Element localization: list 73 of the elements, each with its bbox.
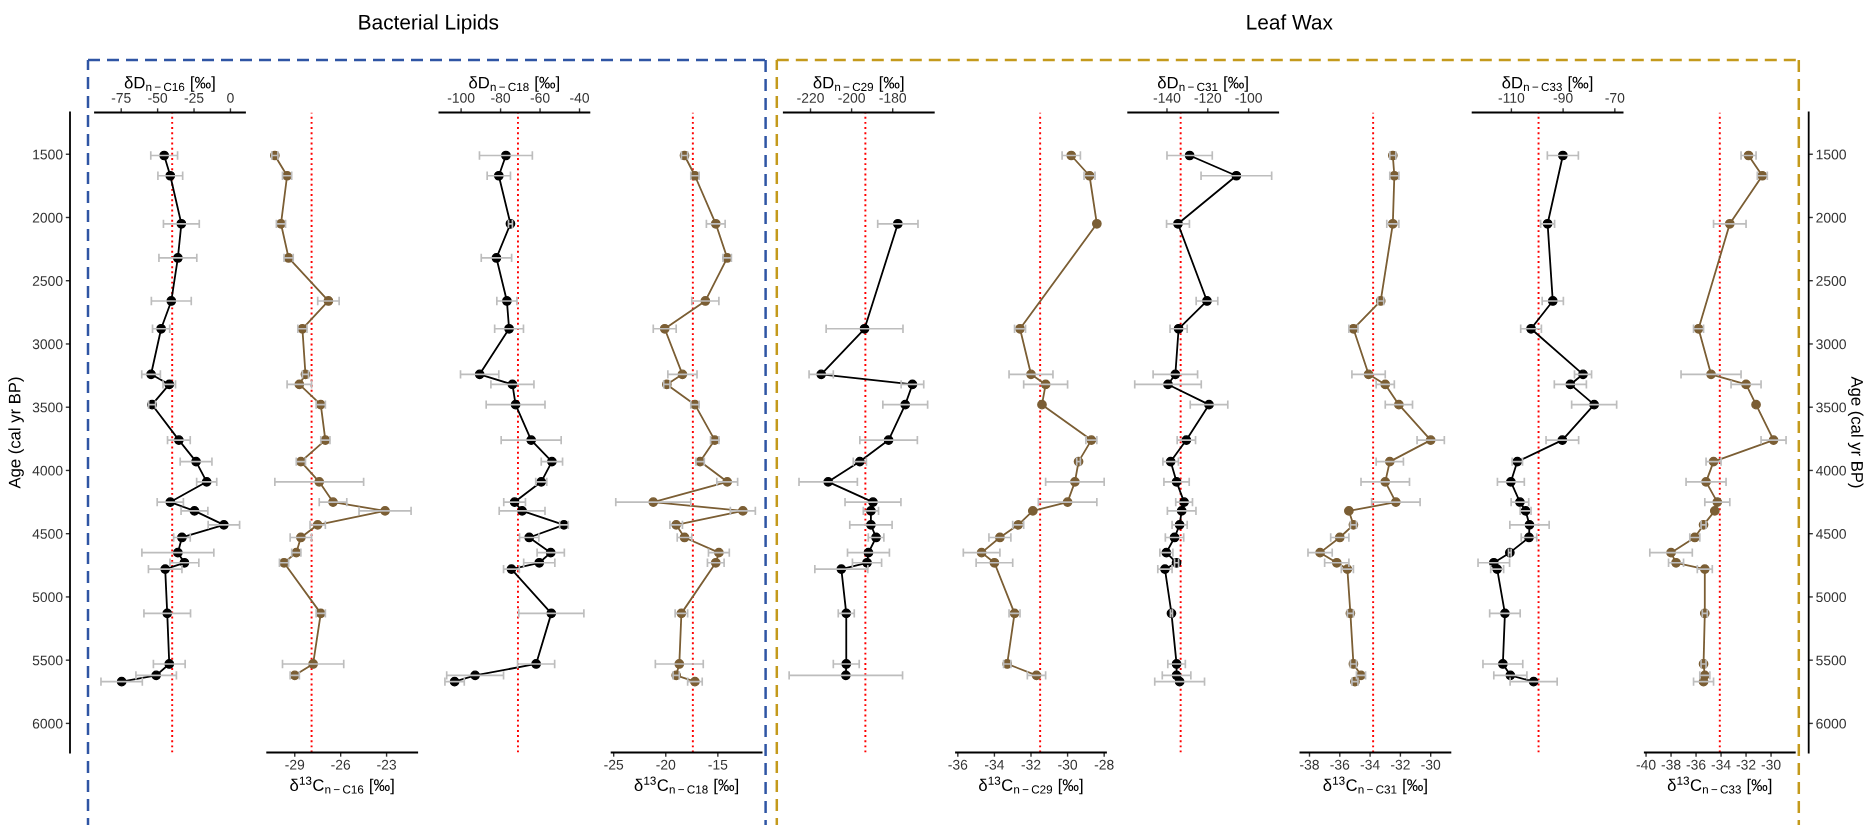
x-tick-label: -40 (570, 92, 590, 103)
x-tick-label: -90 (1553, 92, 1573, 103)
x-tick-label: 0 (227, 92, 234, 103)
y-tick-label: 6000 (32, 718, 63, 729)
x-tick-label: -70 (1605, 92, 1625, 103)
x-tick-label: -36 (948, 759, 968, 770)
y2-tick-label: 2500 (1816, 276, 1846, 286)
x-tick-label: -25 (184, 92, 204, 103)
x-tick-label: -180 (879, 92, 907, 103)
x-tick-label: -110 (1498, 92, 1525, 103)
x-tick-label: -32 (1390, 759, 1410, 770)
x-axis-title: δD$_{n−C18}$ [‰] (469, 76, 560, 92)
x-tick-label: -32 (1021, 759, 1041, 770)
x-tick-label: -100 (1235, 92, 1262, 103)
x-tick-label: -220 (797, 92, 824, 103)
y-tick-label: 1500 (33, 149, 63, 160)
x-tick-label: -60 (530, 92, 550, 103)
text: Leaf Wax (1247, 14, 1333, 30)
y-tick-label: 2500 (32, 276, 63, 286)
x-tick-label: -50 (148, 92, 168, 103)
x-tick-label: -38 (1661, 759, 1681, 770)
y-tick-label: 5000 (32, 592, 63, 603)
x-axis-title: δD$_{n−C31}$ [‰] (1157, 76, 1248, 92)
text: Bacterial Lipids (359, 14, 499, 34)
x-tick-label: -30 (1058, 759, 1078, 770)
y-tick-label: 4500 (32, 529, 63, 539)
x-tick-label: -29 (285, 759, 305, 770)
x-tick-label: -100 (447, 92, 475, 103)
x-axis-title: δD$_{n−C33}$ [‰] (1502, 76, 1593, 92)
y2-tick-label: 4500 (1815, 529, 1846, 539)
x-tick-label: -30 (1761, 759, 1781, 770)
x-tick-label: -120 (1194, 92, 1222, 103)
x-tick-label: -200 (838, 92, 865, 103)
y2-tick-label: 1500 (1816, 149, 1846, 160)
x-tick-label: -26 (331, 759, 351, 770)
y-axis-title: Age (cal yr BP) (8, 377, 24, 489)
x-tick-label: -28 (1094, 759, 1114, 770)
y-tick-label: 5500 (32, 655, 63, 666)
x-tick-label: -30 (1421, 759, 1441, 770)
x-tick-label: -23 (377, 759, 397, 770)
y2-tick-label: 3500 (1816, 402, 1846, 413)
x-tick-label: -15 (708, 759, 728, 770)
x-axis-title: δ$^{13}$C$_{n−C33}$ [‰] (1667, 776, 1772, 795)
x-tick-label: -25 (604, 759, 624, 770)
y-tick-label: 3500 (32, 402, 63, 413)
x-axis-title: δD$_{n−C16}$ [‰] (124, 76, 215, 92)
x-tick-label: -20 (656, 759, 676, 770)
x-tick-label: -140 (1153, 92, 1181, 103)
x-axis-title: δ$^{13}$C$_{n−C31}$ [‰] (1323, 776, 1427, 795)
y2-tick-label: 5500 (1816, 655, 1846, 666)
x-tick-label: -36 (1686, 759, 1706, 770)
x-tick-label: -40 (1636, 759, 1656, 770)
y-tick-label: 2000 (32, 212, 63, 223)
x-tick-label: -36 (1330, 759, 1350, 770)
x-tick-label: -32 (1736, 759, 1756, 770)
y-tick-label: 3000 (32, 339, 63, 350)
y2-tick-label: 2000 (1816, 212, 1846, 223)
x-axis-title: δ$^{13}$C$_{n−C29}$ [‰] (979, 776, 1083, 795)
x-tick-label: -80 (491, 92, 511, 103)
y2-tick-label: 4000 (1815, 465, 1846, 476)
y-tick-label: 4000 (32, 465, 63, 476)
x-axis-title: δD$_{n−C29}$ [‰] (813, 76, 904, 92)
y2-tick-label: 3000 (1816, 339, 1846, 350)
x-tick-label: -34 (985, 759, 1005, 770)
x-tick-label: -75 (111, 93, 131, 103)
y2-tick-label: 5000 (1816, 592, 1846, 603)
y2-axis-title: Age (cal yr BP) (1847, 376, 1864, 488)
x-tick-label: -34 (1360, 759, 1380, 770)
x-tick-label: -34 (1711, 759, 1731, 770)
x-axis-title: δ$^{13}$C$_{n−C18}$ [‰] (634, 776, 739, 795)
y2-tick-label: 6000 (1816, 718, 1846, 729)
x-tick-label: -38 (1300, 759, 1319, 770)
x-axis-title: δ$^{13}$C$_{n−C16}$ [‰] (290, 776, 394, 795)
